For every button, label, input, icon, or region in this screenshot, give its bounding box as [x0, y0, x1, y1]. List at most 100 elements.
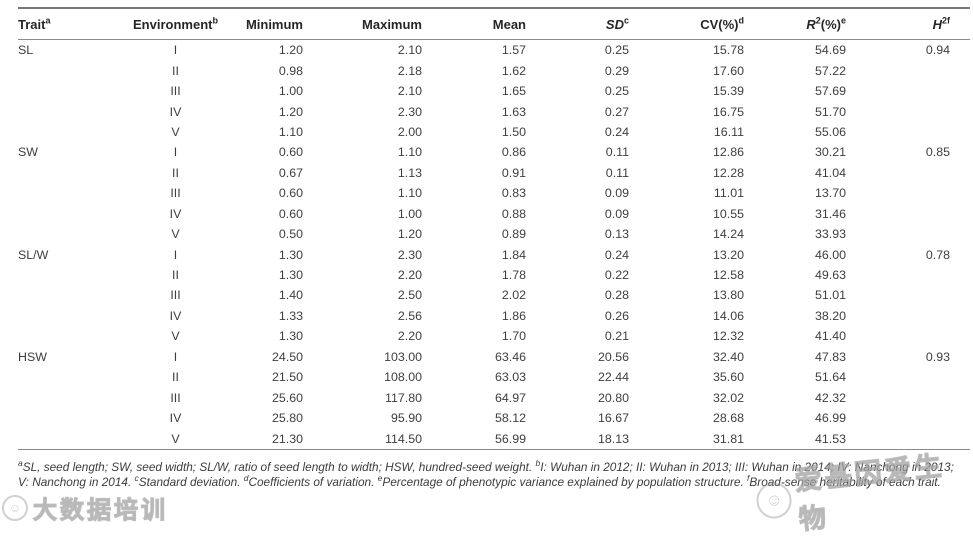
mean-cell: 1.86 [501, 308, 526, 323]
mean-cell: 0.91 [501, 165, 526, 180]
maximum-cell: 1.10 [397, 145, 422, 160]
environment-cell: I [173, 43, 178, 58]
environment-cell: IV [169, 308, 182, 323]
maximum-cell: 95.90 [390, 411, 422, 426]
mean-cell: 63.46 [494, 349, 526, 364]
table-row: V 1.10 2.00 1.50 0.24 16.11 55.06 [18, 122, 970, 142]
trait-cell [18, 60, 113, 80]
r2-cell: 33.93 [814, 227, 846, 242]
mean-cell: 2.02 [501, 288, 526, 303]
table-row: III 0.60 1.10 0.83 0.09 11.01 13.70 [18, 183, 970, 203]
trait-cell [18, 81, 113, 101]
mean-cell: 64.97 [494, 390, 526, 405]
environment-cell: I [173, 145, 178, 160]
environment-cell: II [172, 63, 179, 78]
maximum-cell: 2.20 [397, 329, 422, 344]
r2-cell: 41.04 [814, 165, 846, 180]
mean-cell: 0.88 [501, 206, 526, 221]
minimum-cell: 1.33 [278, 308, 303, 323]
maximum-cell: 114.50 [385, 431, 422, 446]
maximum-cell: 103.00 [384, 349, 422, 364]
footnote-text: Coefficients of variation. [248, 475, 378, 490]
trait-cell [18, 101, 113, 121]
minimum-cell: 1.20 [278, 43, 303, 58]
mean-cell: 1.65 [501, 84, 526, 99]
h2-cell [846, 367, 970, 387]
phenotype-stats-table: Traita Environmentb Minimum Maximum Mean SDc C… [18, 7, 970, 450]
mean-cell: 1.57 [501, 43, 526, 58]
footnote-text: Standard deviation. [138, 475, 244, 490]
trait-cell [18, 306, 113, 326]
h2-cell [846, 408, 970, 428]
cv-cell: 32.40 [712, 349, 744, 364]
r2-cell: 46.99 [814, 411, 846, 426]
environment-cell: II [172, 268, 179, 283]
minimum-cell: 0.98 [278, 63, 303, 78]
environment-cell: V [171, 124, 180, 139]
column-header-r2: R2(%)e [744, 8, 846, 40]
r2-cell: 57.69 [814, 84, 846, 99]
trait-cell [18, 285, 113, 305]
cv-cell: 12.58 [712, 268, 744, 283]
cv-cell: 16.11 [713, 124, 744, 139]
maximum-cell: 1.20 [397, 227, 422, 242]
r2-cell: 31.46 [814, 206, 846, 221]
minimum-cell: 0.60 [278, 186, 303, 201]
footnote-marker: d [243, 473, 249, 484]
trait-cell [18, 224, 113, 244]
cv-cell: 12.86 [712, 145, 744, 160]
cv-cell: 31.81 [712, 431, 744, 446]
minimum-cell: 1.20 [278, 104, 303, 119]
h2-cell [846, 101, 970, 121]
sd-cell: 20.80 [597, 390, 629, 405]
trait-cell [18, 408, 113, 428]
mean-cell: 0.86 [501, 145, 526, 160]
table-footnote: aSL, seed length; SW, seed width; SL/W, … [18, 457, 958, 491]
r2-cell: 54.69 [814, 43, 846, 58]
h2-cell [846, 306, 970, 326]
table-row: V 21.30 114.50 56.99 18.13 31.81 41.53 [18, 428, 970, 449]
watermark-left-text: 大数据培训 [32, 496, 168, 524]
column-header-sd: SDc [526, 8, 629, 40]
r2-cell: 49.63 [814, 268, 846, 283]
footnote-marker: c [134, 473, 139, 484]
trait-cell: SL [18, 43, 34, 58]
maximum-cell: 2.56 [397, 308, 422, 323]
footnote-marker: b [535, 457, 541, 468]
maximum-cell: 117.80 [385, 390, 422, 405]
trait-cell: SW [18, 145, 38, 160]
cv-cell: 28.68 [712, 411, 744, 426]
sd-cell: 16.67 [597, 411, 629, 426]
sd-cell: 0.13 [604, 227, 629, 242]
sd-cell: 0.21 [604, 329, 629, 344]
sd-cell: 0.26 [604, 308, 629, 323]
table-row: SW I 0.60 1.10 0.86 0.11 12.86 30.21 0.85 [18, 142, 970, 162]
mean-cell: 56.99 [494, 431, 526, 446]
paper-table-figure: Traita Environmentb Minimum Maximum Mean SDc C… [2, 7, 970, 536]
h2-cell: 0.93 [925, 349, 950, 364]
mean-cell: 0.89 [501, 227, 526, 242]
maximum-cell: 2.18 [397, 63, 422, 78]
trait-cell [18, 265, 113, 285]
maximum-cell: 1.00 [397, 206, 422, 221]
cv-cell: 35.60 [712, 370, 744, 385]
table-row: III 1.00 2.10 1.65 0.25 15.39 57.69 [18, 81, 970, 101]
trait-cell [18, 204, 113, 224]
trait-cell [18, 387, 113, 407]
cv-cell: 13.80 [712, 288, 744, 303]
footnote-text: I: Wuhan in 2012; II: Wuhan in 2013; III… [18, 459, 954, 490]
environment-cell: I [173, 247, 178, 262]
watermark-left-logo-icon: ☺ [2, 494, 28, 521]
mean-cell: 1.50 [501, 124, 526, 139]
cv-cell: 12.28 [712, 165, 744, 180]
r2-cell: 46.00 [814, 247, 846, 262]
environment-cell: IV [169, 206, 182, 221]
sd-cell: 0.09 [604, 206, 629, 221]
minimum-cell: 0.60 [278, 206, 303, 221]
trait-cell [18, 122, 113, 142]
column-header-h2: H2f [846, 8, 970, 40]
column-header-trait: Traita [18, 8, 113, 40]
maximum-cell: 2.10 [397, 43, 422, 58]
cv-cell: 14.24 [712, 227, 744, 242]
cv-cell: 15.39 [712, 84, 744, 99]
